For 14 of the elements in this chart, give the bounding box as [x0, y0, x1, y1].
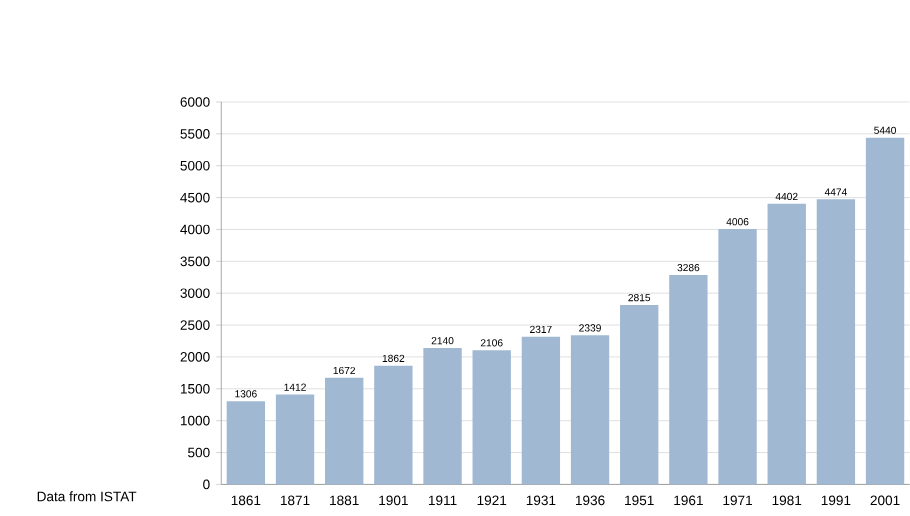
- bar: [865, 138, 905, 485]
- bar: [570, 335, 610, 485]
- bar: [374, 366, 413, 485]
- bar: [521, 337, 561, 485]
- bar: [620, 305, 659, 485]
- bar: [226, 401, 266, 485]
- bar: [275, 394, 315, 485]
- bar: [718, 229, 757, 485]
- bar: [472, 350, 511, 485]
- bar: [669, 275, 708, 485]
- bar: [423, 348, 462, 485]
- bar: [325, 378, 364, 485]
- bar: [816, 199, 856, 485]
- bar: [767, 204, 806, 485]
